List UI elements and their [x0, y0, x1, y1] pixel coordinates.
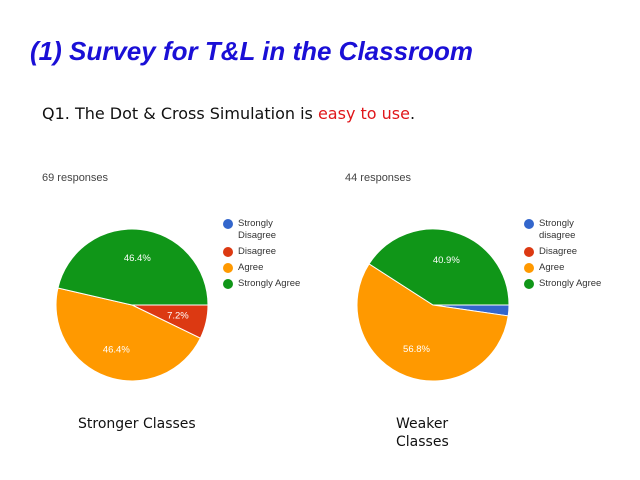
- pie-data-label-strongly-agree: 40.9%: [433, 255, 460, 266]
- question-text: Q1. The Dot & Cross Simulation is easy t…: [42, 104, 415, 123]
- legend-label: Strongly Disagree: [238, 218, 277, 241]
- legend-swatch: [223, 247, 233, 257]
- question-prefix: Q1. The Dot & Cross Simulation is: [42, 104, 318, 123]
- pie-slice-agree: [356, 263, 509, 382]
- legend-item-strongly-disagree: Strongly Disagree: [223, 218, 308, 242]
- slide-title: (1) Survey for T&L in the Classroom: [30, 36, 474, 66]
- legend-swatch: [223, 219, 233, 229]
- legend-swatch: [524, 247, 534, 257]
- legend-label: Agree: [238, 262, 264, 273]
- pie-data-label-agree: 56.8%: [403, 344, 430, 355]
- pie-chart-weaker: 56.8% 40.9%: [356, 228, 510, 382]
- pie-slice-strongly-agree: [368, 228, 510, 306]
- pie-data-label-agree: 46.4%: [103, 344, 130, 355]
- responses-count-stronger: 69 responses: [42, 172, 109, 184]
- pie-data-label-disagree: 7.2%: [167, 311, 189, 322]
- legend-item-disagree: Disagree: [524, 246, 609, 258]
- caption-stronger: Stronger Classes: [78, 416, 196, 432]
- legend-item-disagree: Disagree: [223, 246, 308, 258]
- legend-swatch: [223, 263, 233, 273]
- pie-data-label-strongly-agree: 46.4%: [124, 253, 151, 264]
- legend-label: Strongly Agree: [539, 278, 602, 289]
- question-highlight: easy to use: [317, 104, 410, 123]
- legend-label: Disagree: [238, 246, 277, 257]
- legend-label: Strongly Agree: [238, 278, 301, 289]
- legend-label: Agree: [539, 262, 565, 273]
- legend-item-agree: Agree: [524, 262, 609, 274]
- pie-chart-stronger: 7.2% 46.4% 46.4%: [55, 228, 209, 382]
- question-suffix: .: [409, 104, 416, 123]
- legend-weaker: Strongly disagree Disagree Agree Strongly A…: [524, 218, 609, 294]
- responses-count-weaker: 44 responses: [345, 172, 412, 184]
- legend-swatch: [524, 279, 534, 289]
- legend-swatch: [524, 219, 534, 229]
- legend-swatch: [524, 263, 534, 273]
- legend-stronger: Strongly Disagree Disagree Agree Strongly A…: [223, 218, 308, 294]
- legend-item-agree: Agree: [223, 262, 308, 274]
- legend-label: Disagree: [539, 246, 578, 257]
- legend-item-strongly-agree: Strongly Agree: [524, 278, 609, 290]
- legend-swatch: [223, 279, 233, 289]
- legend-item-strongly-disagree: Strongly disagree: [524, 218, 609, 242]
- caption-weaker: Weaker Classes: [396, 416, 449, 450]
- pie-slice-strongly-agree: [57, 228, 209, 306]
- legend-label: Strongly disagree: [539, 218, 576, 241]
- legend-item-strongly-agree: Strongly Agree: [223, 278, 308, 290]
- pie-slice-agree: [55, 287, 202, 382]
